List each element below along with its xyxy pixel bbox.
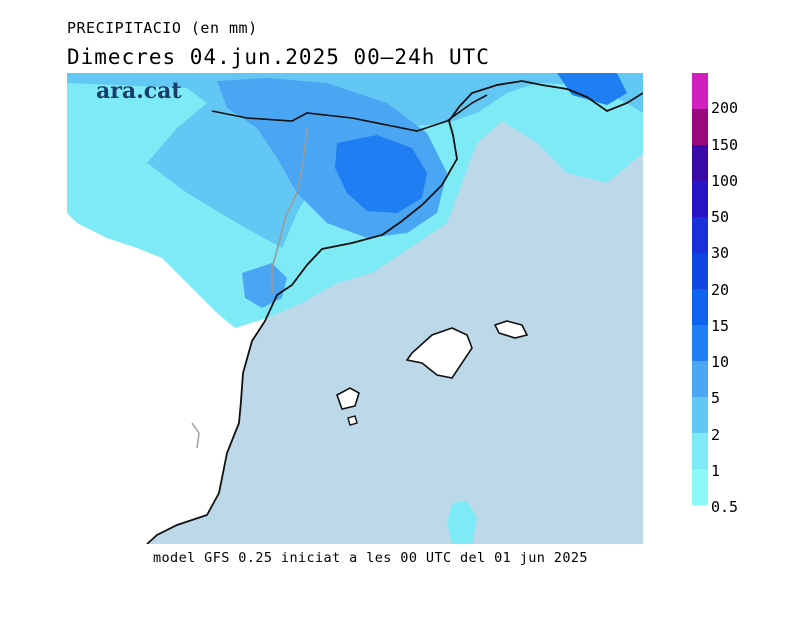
legend-swatch-0-5 xyxy=(692,469,708,505)
precipitation-map xyxy=(67,73,643,544)
mallorca xyxy=(405,327,473,379)
ibiza xyxy=(336,387,360,410)
legend-label-20: 20 xyxy=(711,281,730,299)
legend-swatch-1 xyxy=(692,433,708,469)
legend-swatch-10 xyxy=(692,325,708,361)
legend-swatch-50 xyxy=(692,181,708,217)
model-footer: model GFS 0.25 iniciat a les 00 UTC del … xyxy=(153,550,588,566)
legend-swatch-100 xyxy=(692,145,708,181)
precip-zone-sea-blob xyxy=(447,501,477,544)
chart-subtitle: Dimecres 04.jun.2025 00–24h UTC xyxy=(67,45,490,69)
legend-label-200: 200 xyxy=(711,99,739,117)
legend-label-30: 30 xyxy=(711,244,730,262)
legend-label-1: 1 xyxy=(711,462,721,480)
regional-border-south xyxy=(191,422,200,449)
national-border xyxy=(211,94,488,132)
aracat-logo: ara.cat xyxy=(96,78,182,104)
legend-colorbar xyxy=(692,73,708,505)
map-svg xyxy=(67,73,643,544)
legend-label-2: 2 xyxy=(711,426,721,444)
precip-zone-10mm xyxy=(335,135,427,213)
legend-swatch-150 xyxy=(692,109,708,145)
legend-label-50: 50 xyxy=(711,208,730,226)
menorca xyxy=(493,320,529,339)
precip-zone-ne xyxy=(557,73,627,105)
legend-swatch-200 xyxy=(692,73,708,109)
regional-border xyxy=(271,127,308,293)
precip-zone-2mm xyxy=(67,73,643,248)
chart-title: PRECIPITACIO (en mm) xyxy=(67,19,258,37)
coastline xyxy=(146,80,643,544)
formentera xyxy=(347,415,358,426)
legend-swatch-15 xyxy=(692,289,708,325)
legend-swatch-20 xyxy=(692,253,708,289)
legend-label-5: 5 xyxy=(711,389,721,407)
legend-label-0-5: 0.5 xyxy=(711,498,739,516)
legend-label-10: 10 xyxy=(711,353,730,371)
legend-label-15: 15 xyxy=(711,317,730,335)
legend-label-150: 150 xyxy=(711,136,739,154)
legend-label-100: 100 xyxy=(711,172,739,190)
legend-swatch-5 xyxy=(692,361,708,397)
legend-swatch-2 xyxy=(692,397,708,433)
legend-swatch-30 xyxy=(692,217,708,253)
